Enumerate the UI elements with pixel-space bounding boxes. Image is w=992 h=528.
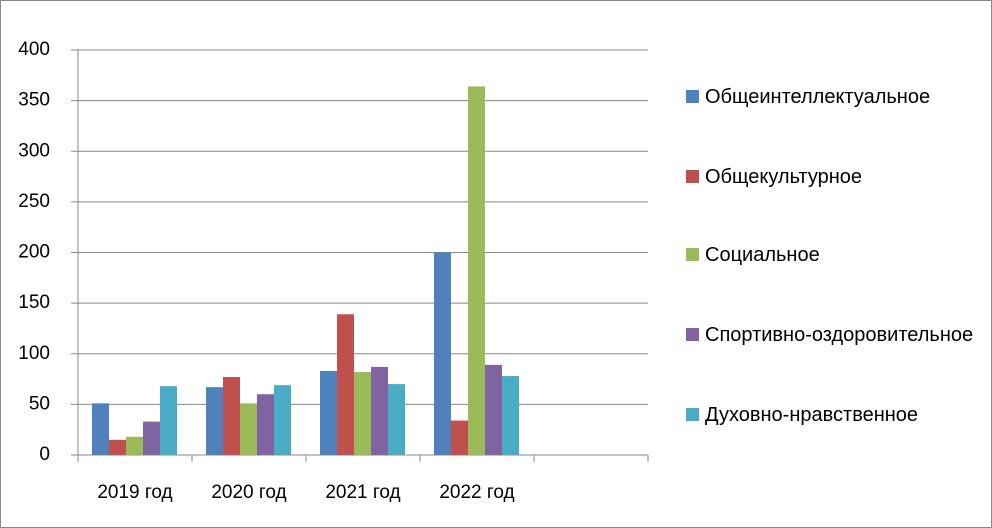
bar xyxy=(502,376,519,455)
bar xyxy=(388,384,405,455)
y-tick-label: 150 xyxy=(18,292,50,313)
y-tick-label: 300 xyxy=(18,140,50,161)
bar xyxy=(354,371,371,455)
legend-label: Социальное xyxy=(705,244,820,266)
y-tick-label: 200 xyxy=(18,242,50,263)
x-tick-label: 2022 год xyxy=(439,482,514,503)
x-tick-label: 2021 год xyxy=(325,482,400,503)
y-tick-label: 0 xyxy=(39,444,50,465)
bar xyxy=(160,386,177,455)
legend-item: Общекультурное xyxy=(686,160,975,194)
y-tick-label: 50 xyxy=(29,393,50,414)
legend-swatch xyxy=(686,248,699,261)
bar xyxy=(320,370,337,455)
bar xyxy=(434,252,451,455)
bar xyxy=(468,86,485,455)
y-tick-label: 350 xyxy=(18,90,50,111)
bar xyxy=(451,420,468,455)
bar xyxy=(92,403,109,455)
legend-swatch xyxy=(686,328,699,341)
legend-label: Общекультурное xyxy=(705,166,863,188)
legend-item: Спортивно-оздоровительное xyxy=(686,318,975,352)
legend-label: Общеинтеллектуальное xyxy=(705,86,931,108)
legend-label: Спортивно-оздоровительное xyxy=(705,324,974,346)
bar xyxy=(223,377,240,455)
legend-item: Социальное xyxy=(686,238,975,272)
bar xyxy=(143,421,160,455)
bar xyxy=(485,364,502,455)
legend-item: Духовно-нравственное xyxy=(686,398,975,432)
y-tick-label: 100 xyxy=(18,343,50,364)
legend-swatch xyxy=(686,90,699,103)
legend-swatch xyxy=(686,170,699,183)
y-tick-label: 250 xyxy=(18,191,50,212)
legend-swatch xyxy=(686,408,699,421)
legend-item: Общеинтеллектуальное xyxy=(686,80,975,114)
bar xyxy=(257,394,274,455)
x-tick-label: 2019 год xyxy=(97,482,172,503)
bar xyxy=(371,366,388,455)
bar xyxy=(206,387,223,455)
bar xyxy=(337,314,354,455)
bar xyxy=(109,439,126,455)
y-tick-label: 400 xyxy=(18,39,50,60)
bar xyxy=(240,403,257,455)
bar xyxy=(126,436,143,455)
bar xyxy=(274,385,291,455)
legend-label: Духовно-нравственное xyxy=(705,404,919,426)
x-tick-label: 2020 год xyxy=(211,482,286,503)
